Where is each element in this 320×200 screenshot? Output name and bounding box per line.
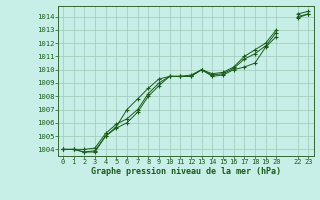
X-axis label: Graphe pression niveau de la mer (hPa): Graphe pression niveau de la mer (hPa)	[91, 167, 281, 176]
